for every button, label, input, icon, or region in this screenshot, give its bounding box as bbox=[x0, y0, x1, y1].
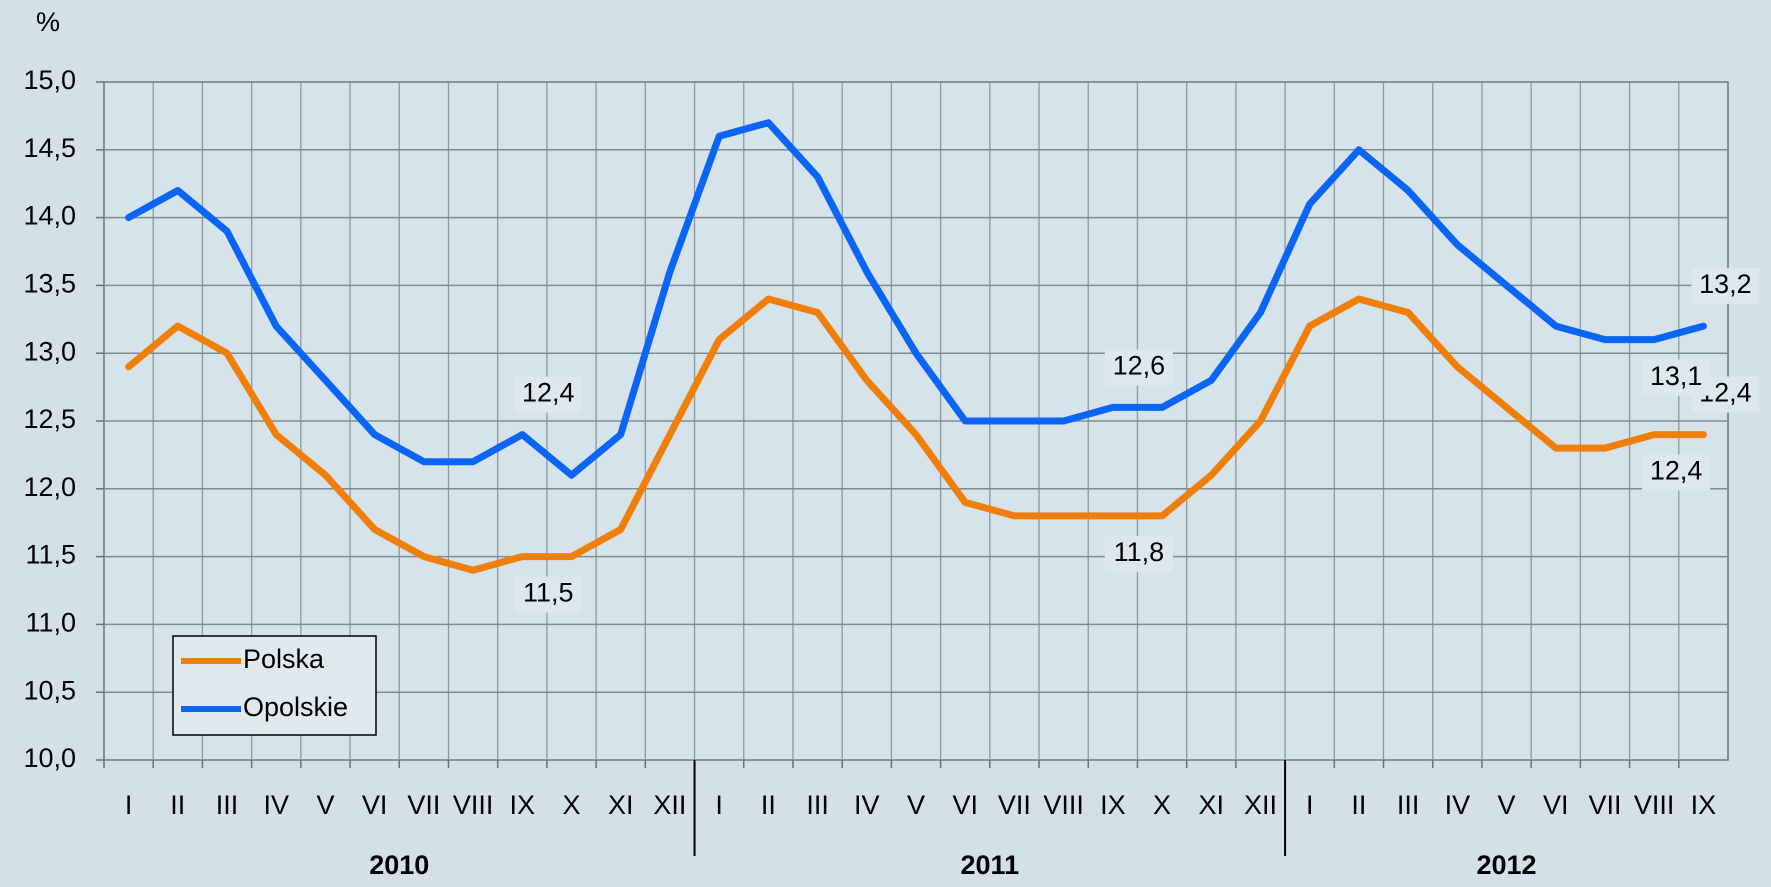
x-tick-label: V bbox=[316, 790, 334, 820]
y-tick-label: 10,0 bbox=[23, 743, 76, 773]
series-line bbox=[125, 295, 1707, 574]
x-tick-label: XII bbox=[653, 790, 686, 820]
data-label-group: 13,2 bbox=[1691, 268, 1760, 305]
x-tick-label: VI bbox=[952, 790, 978, 820]
legend-label: Opolskie bbox=[243, 692, 348, 722]
y-tick-label: 13,5 bbox=[23, 269, 76, 299]
x-tick-label: IV bbox=[854, 790, 880, 820]
y-tick-label: 14,5 bbox=[23, 133, 76, 163]
y-tick-label: 12,5 bbox=[23, 404, 76, 434]
legend-box bbox=[172, 635, 377, 736]
x-tick-label: I bbox=[715, 790, 723, 820]
year-label: 2011 bbox=[961, 850, 1020, 880]
x-tick-label: XI bbox=[1199, 790, 1225, 820]
x-tick-label: V bbox=[907, 790, 925, 820]
y-tick-label: 11,0 bbox=[25, 608, 76, 638]
data-label-group: 12,4 bbox=[1642, 454, 1711, 491]
data-label-bg bbox=[514, 576, 583, 613]
x-tick-label: III bbox=[806, 790, 829, 820]
y-tick-label: 12,0 bbox=[23, 472, 76, 502]
y-tick-label: 11,5 bbox=[25, 540, 76, 570]
data-label-group: 12,6 bbox=[1104, 349, 1173, 386]
x-tick-label: XI bbox=[608, 790, 634, 820]
data-label: 12,4 bbox=[1650, 456, 1703, 486]
data-label: 13,1 bbox=[1650, 361, 1703, 391]
legend-label: Polska bbox=[243, 644, 325, 674]
data-label-bg bbox=[1691, 268, 1760, 305]
y-tick-label: 15,0 bbox=[23, 65, 76, 95]
y-axis-label: % bbox=[36, 7, 60, 37]
data-label-bg bbox=[1104, 349, 1173, 386]
x-tick-label: I bbox=[125, 790, 133, 820]
x-tick-label: II bbox=[170, 790, 185, 820]
x-tick-label: III bbox=[1397, 790, 1420, 820]
data-label-group: 12,4 bbox=[514, 376, 583, 413]
x-tick-label: X bbox=[563, 790, 581, 820]
x-tick-label: X bbox=[1153, 790, 1171, 820]
x-tick-label: VIII bbox=[1634, 790, 1675, 820]
x-tick-label: IX bbox=[1100, 790, 1126, 820]
data-label: 11,5 bbox=[523, 578, 574, 608]
data-label: 12,4 bbox=[522, 378, 575, 408]
x-tick-label: V bbox=[1498, 790, 1516, 820]
data-label-group: 11,8 bbox=[1104, 535, 1173, 572]
x-tick-label: I bbox=[1306, 790, 1314, 820]
x-tick-label: II bbox=[1351, 790, 1366, 820]
x-tick-label: II bbox=[761, 790, 776, 820]
x-tick-label: VIII bbox=[453, 790, 494, 820]
data-label-bg bbox=[514, 376, 583, 413]
data-label-bg bbox=[1642, 454, 1711, 491]
x-tick-label: IX bbox=[510, 790, 536, 820]
x-tick-label: VI bbox=[362, 790, 388, 820]
x-tick-label: VI bbox=[1543, 790, 1569, 820]
x-tick-label: VIII bbox=[1043, 790, 1084, 820]
data-label-group: 11,5 bbox=[514, 576, 583, 613]
x-tick-label: VII bbox=[407, 790, 440, 820]
y-tick-label: 13,0 bbox=[23, 336, 76, 366]
data-label-bg bbox=[1642, 359, 1711, 396]
series-line bbox=[125, 119, 1707, 479]
year-label: 2010 bbox=[369, 850, 429, 880]
data-label: 13,2 bbox=[1699, 269, 1752, 299]
x-tick-label: VII bbox=[1588, 790, 1621, 820]
year-label: 2012 bbox=[1477, 850, 1537, 880]
x-tick-label: XII bbox=[1244, 790, 1277, 820]
x-tick-label: IV bbox=[1445, 790, 1471, 820]
x-tick-label: IV bbox=[263, 790, 289, 820]
data-label: 11,8 bbox=[1114, 537, 1165, 567]
x-tick-label: VII bbox=[998, 790, 1031, 820]
y-tick-label: 14,0 bbox=[23, 201, 76, 231]
x-tick-label: IX bbox=[1691, 790, 1717, 820]
x-tick-label: III bbox=[216, 790, 239, 820]
data-label-bg bbox=[1104, 535, 1173, 572]
data-label: 12,6 bbox=[1113, 351, 1166, 381]
data-label-group: 13,1 bbox=[1642, 359, 1711, 396]
y-tick-label: 10,5 bbox=[23, 675, 76, 705]
